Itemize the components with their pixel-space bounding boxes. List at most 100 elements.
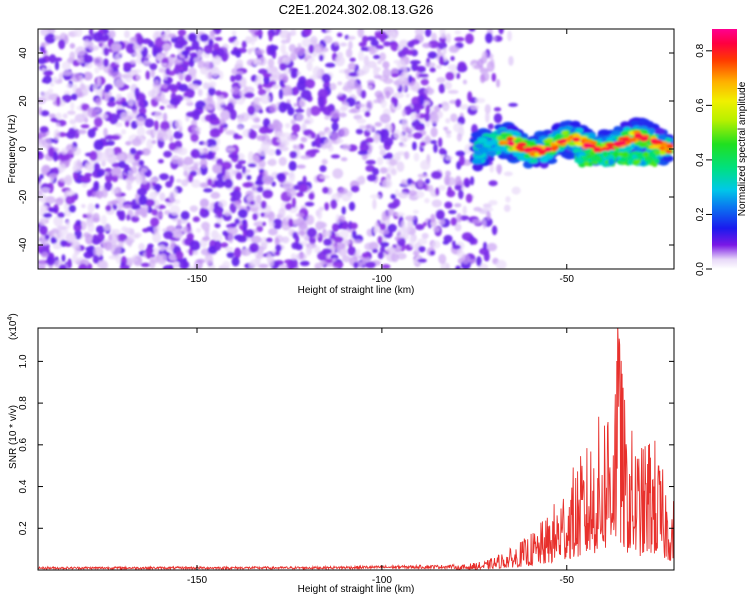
noise-blob	[364, 242, 375, 251]
band-blob	[523, 147, 533, 153]
noise-blob	[225, 147, 236, 152]
noise-blob	[491, 225, 498, 236]
noise-blob	[168, 142, 177, 151]
noise-blob	[491, 72, 497, 82]
noise-blob	[135, 74, 141, 81]
noise-blob	[111, 174, 119, 183]
noise-blob	[62, 94, 72, 103]
y-tick-label: 1.0	[18, 354, 29, 368]
noise-blob	[58, 264, 67, 269]
noise-blob	[150, 177, 161, 183]
noise-blob	[356, 118, 367, 124]
noise-blob	[465, 193, 473, 204]
noise-blob	[65, 220, 71, 230]
band-blob	[575, 157, 584, 165]
noise-blob	[87, 203, 95, 213]
noise-blob	[372, 198, 377, 210]
noise-blob	[266, 252, 272, 263]
noise-blob	[103, 58, 109, 68]
noise-blob	[483, 207, 494, 212]
noise-blob	[446, 33, 451, 44]
noise-blob	[391, 73, 400, 78]
noise-blob	[379, 113, 391, 124]
noise-blob	[173, 198, 181, 205]
noise-blob	[290, 119, 296, 125]
noise-blob	[196, 49, 203, 59]
noise-blob	[173, 59, 184, 65]
noise-blob	[158, 253, 168, 264]
band-blob	[654, 140, 663, 145]
noise-blob	[177, 147, 188, 156]
noise-blob	[438, 253, 447, 264]
noise-blob	[197, 88, 203, 97]
noise-blob	[187, 32, 198, 42]
noise-blob	[107, 154, 117, 164]
noise-blob	[92, 83, 98, 92]
noise-blob	[276, 172, 285, 181]
noise-blob	[300, 155, 311, 160]
noise-blob	[224, 178, 233, 189]
band-blob	[582, 142, 592, 149]
band-blob	[642, 151, 650, 158]
noise-blob	[340, 157, 348, 162]
y-tick-label: -40	[18, 237, 29, 252]
noise-blob	[130, 166, 138, 174]
noise-blob	[317, 131, 326, 137]
noise-blob	[214, 240, 222, 251]
noise-blob	[178, 74, 184, 81]
noise-blob	[142, 228, 149, 233]
noise-blob	[445, 130, 452, 135]
noise-blob	[383, 77, 394, 84]
noise-blob	[47, 29, 56, 35]
noise-blob	[110, 42, 122, 52]
noise-blob	[138, 242, 145, 251]
noise-blob	[364, 110, 371, 118]
noise-blob	[226, 251, 235, 259]
noise-blob	[245, 195, 254, 203]
noise-blob	[447, 64, 458, 71]
noise-blob	[322, 186, 329, 194]
noise-blob	[222, 230, 228, 237]
y-tick-label: 40	[18, 47, 29, 59]
noise-blob	[445, 170, 451, 177]
band-blob	[597, 129, 611, 136]
noise-blob	[418, 73, 429, 78]
noise-blob	[87, 128, 96, 139]
noise-blob	[169, 175, 175, 184]
noise-blob	[87, 222, 95, 233]
noise-blob	[49, 82, 55, 87]
noise-blob	[111, 71, 122, 80]
noise-blob	[39, 174, 44, 180]
noise-blob	[193, 57, 201, 63]
band-blob	[619, 157, 627, 163]
noise-blob	[322, 248, 333, 255]
noise-blob	[129, 147, 137, 155]
noise-blob	[111, 228, 116, 238]
noise-blob	[205, 256, 214, 265]
noise-blob	[150, 67, 156, 78]
noise-blob	[372, 248, 378, 254]
noise-blob	[203, 188, 213, 193]
noise-blob	[297, 43, 302, 48]
noise-blob	[185, 87, 195, 99]
noise-blob	[220, 109, 231, 121]
band-blob	[472, 162, 484, 172]
colorbar-tick-label: 0.0	[695, 262, 706, 276]
noise-blob	[199, 198, 209, 208]
noise-blob	[235, 49, 242, 58]
noise-blob	[413, 132, 423, 139]
noise-blob	[141, 38, 152, 45]
noise-blob	[192, 216, 201, 223]
noise-blob	[131, 138, 142, 147]
noise-blob	[364, 123, 375, 132]
noise-blob	[482, 218, 487, 230]
noise-blob	[254, 48, 265, 55]
noise-blob	[291, 123, 301, 133]
noise-blob	[147, 90, 156, 98]
noise-blob	[321, 158, 328, 165]
noise-blob	[455, 98, 462, 108]
band-blob	[561, 151, 573, 159]
noise-blob	[381, 211, 388, 222]
noise-blob	[365, 137, 375, 143]
noise-blob	[347, 62, 357, 71]
